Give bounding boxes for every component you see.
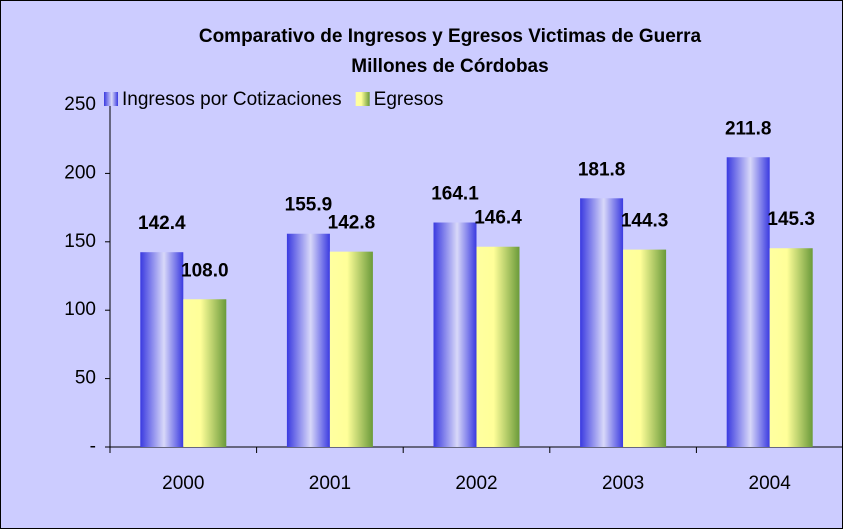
y-tick-label: 50 bbox=[75, 368, 96, 389]
x-tick-label: 2004 bbox=[749, 473, 792, 494]
value-label: 146.4 bbox=[474, 208, 522, 229]
legend-swatch bbox=[355, 92, 370, 106]
value-label: 181.8 bbox=[578, 159, 626, 180]
value-label: 211.8 bbox=[725, 118, 772, 139]
value-label: 144.3 bbox=[621, 211, 669, 232]
bar bbox=[769, 248, 813, 447]
bar bbox=[183, 299, 227, 447]
value-label: 164.1 bbox=[431, 184, 479, 205]
y-tick-label: 250 bbox=[64, 94, 96, 115]
chart-title: Comparativo de Ingresos y Egresos Victim… bbox=[199, 26, 702, 47]
value-label: 108.0 bbox=[181, 260, 229, 281]
x-tick-label: 2001 bbox=[309, 473, 351, 494]
bar bbox=[433, 222, 477, 447]
y-tick-label: 100 bbox=[64, 299, 96, 320]
y-tick-label: 150 bbox=[64, 231, 96, 252]
x-tick-label: 2002 bbox=[455, 473, 497, 494]
y-tick-label: - bbox=[90, 436, 96, 457]
x-tick-label: 2000 bbox=[162, 473, 204, 494]
legend-label: Egresos bbox=[374, 89, 444, 110]
x-tick-label: 2003 bbox=[602, 473, 644, 494]
bar bbox=[726, 157, 770, 447]
legend-label: Ingresos por Cotizaciones bbox=[122, 89, 342, 110]
bar bbox=[140, 252, 184, 447]
bar bbox=[580, 198, 624, 447]
bar bbox=[329, 251, 373, 447]
value-label: 145.3 bbox=[767, 209, 815, 230]
value-label: 142.4 bbox=[138, 213, 186, 234]
legend-swatch bbox=[104, 92, 118, 106]
value-label: 142.8 bbox=[328, 213, 376, 234]
bar bbox=[623, 249, 667, 447]
bar bbox=[476, 246, 520, 447]
y-tick-label: 200 bbox=[64, 162, 96, 183]
chart-subtitle: Millones de Córdobas bbox=[351, 56, 548, 77]
bar bbox=[286, 233, 330, 447]
value-label: 155.9 bbox=[285, 195, 333, 216]
